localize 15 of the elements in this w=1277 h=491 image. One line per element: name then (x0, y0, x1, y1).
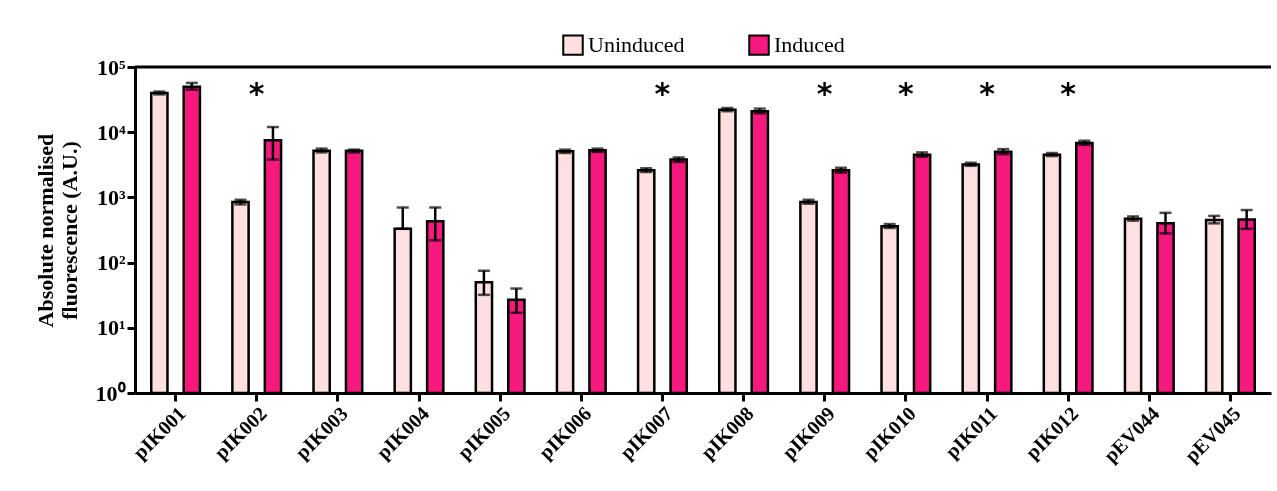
annotation: * (898, 76, 915, 111)
annotation: * (979, 76, 996, 111)
annotation: * (654, 76, 671, 111)
y-tick-label: 10⁵ (96, 54, 126, 80)
legend-label: Induced (774, 32, 845, 58)
y-tick-label: 10⁴ (96, 119, 126, 145)
annotation: * (816, 76, 833, 111)
legend-label: Uninduced (588, 32, 685, 58)
y-tick-label: 10⁰ (95, 380, 126, 406)
y-tick-label: 10³ (96, 184, 126, 210)
annotation: * (1060, 76, 1077, 111)
y-tick-label: 10² (96, 250, 126, 276)
y-axis-title: Absolute normalised fluorescence (A.U.) (32, 133, 82, 328)
y-tick-label: 10¹ (96, 315, 126, 341)
annotation: * (248, 76, 265, 111)
